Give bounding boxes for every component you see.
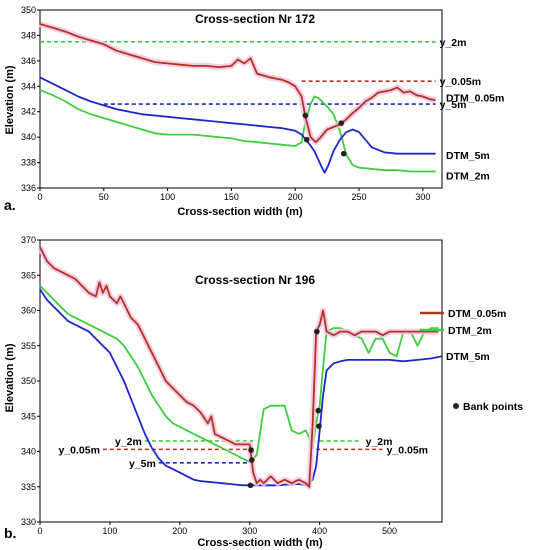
y-tick-label: 350 bbox=[21, 376, 36, 386]
series-label-dtm2: DTM_2m bbox=[446, 170, 490, 182]
panel-a: Cross-section Nr 172 a. Cross-section wi… bbox=[4, 5, 504, 218]
panel-b: Cross-section Nr 196 b. Cross-section wi… bbox=[4, 235, 523, 549]
legend-label-dtm2: DTM_2m bbox=[448, 325, 492, 337]
bank-point bbox=[316, 423, 322, 429]
reference-label-y_2m: y_2m bbox=[115, 436, 142, 448]
panel-a-bank-points bbox=[302, 112, 347, 157]
panel-b-label: b. bbox=[4, 525, 16, 541]
panel-b-ylabel: Elevation (m) bbox=[4, 343, 16, 412]
x-tick-label: 100 bbox=[160, 192, 175, 202]
panel-b-axes: 0 100 200 300 400 500 330 335 340 345 350 355 360 365… bbox=[21, 235, 397, 536]
reference-label-y_2m: y_2m bbox=[440, 37, 467, 49]
x-tick-label: 300 bbox=[415, 192, 430, 202]
y-tick-label: 335 bbox=[21, 482, 36, 492]
y-tick-label: 342 bbox=[21, 107, 36, 117]
reference-label-y_2m: y_2m bbox=[366, 436, 393, 448]
panel-a-plot-frame bbox=[39, 9, 443, 189]
bank-point bbox=[340, 150, 347, 157]
y-tick-label: 346 bbox=[21, 56, 36, 66]
panel-a-axes: 0 50 100 150 200 250 300 336 338 340 342 344 346 348 3… bbox=[21, 5, 430, 202]
x-tick-label: 0 bbox=[37, 192, 42, 202]
panel-a-xlabel: Cross-section width (m) bbox=[177, 206, 303, 218]
legend-label-bank: Bank points bbox=[463, 401, 523, 413]
y-tick-label: 340 bbox=[21, 447, 36, 457]
y-tick-label: 360 bbox=[21, 306, 36, 316]
y-tick-label: 336 bbox=[21, 183, 36, 193]
panel-b-series bbox=[37, 245, 443, 490]
reference-label-y_005m: y_0.05m bbox=[387, 444, 428, 456]
panel-b-bank-points bbox=[247, 328, 322, 489]
bank-point bbox=[248, 447, 254, 453]
y-tick-label: 344 bbox=[21, 81, 36, 91]
panel-b-legend: DTM_0.05m DTM_2m DTM_5m Bank points bbox=[420, 308, 523, 413]
series-label-dtm5: DTM_5m bbox=[446, 150, 490, 162]
panel-a-label: a. bbox=[4, 197, 16, 213]
series-line-dtm5 bbox=[39, 288, 443, 487]
y-tick-label: 350 bbox=[21, 5, 36, 15]
x-tick-label: 0 bbox=[37, 526, 42, 536]
bank-point bbox=[247, 482, 254, 489]
panel-a-title: Cross-section Nr 172 bbox=[195, 12, 315, 26]
x-tick-label: 400 bbox=[312, 526, 327, 536]
y-tick-label: 355 bbox=[21, 341, 36, 351]
bank-point bbox=[315, 407, 322, 414]
x-tick-label: 250 bbox=[352, 192, 367, 202]
panel-a-series-labels: DTM_0.05m DTM_5m DTM_2m bbox=[446, 93, 504, 183]
y-tick-label: 340 bbox=[21, 132, 36, 142]
series-line-dtm2 bbox=[39, 89, 436, 173]
panel-a-reference-lines: y_2m y_0.05m y_5m bbox=[40, 37, 481, 111]
bank-point bbox=[314, 328, 320, 335]
y-tick-label: 338 bbox=[21, 158, 36, 168]
legend-label-dtm005: DTM_0.05m bbox=[448, 308, 506, 320]
panel-b-xlabel: Cross-section width (m) bbox=[197, 537, 323, 549]
panel-a-ylabel: Elevation (m) bbox=[4, 65, 16, 134]
series-label-dtm005: DTM_0.05m bbox=[446, 93, 504, 105]
series-line-dtm005 bbox=[39, 23, 436, 144]
x-tick-label: 100 bbox=[102, 526, 117, 536]
bank-point bbox=[302, 112, 309, 119]
reference-label-y_005m: y_0.05m bbox=[440, 76, 481, 88]
panel-b-title: Cross-section Nr 196 bbox=[195, 273, 315, 287]
reference-label-y_5m: y_5m bbox=[129, 458, 156, 470]
reference-label-y_5m: y_5m bbox=[440, 99, 467, 111]
x-tick-label: 500 bbox=[382, 526, 397, 536]
reference-label-y_005m: y_0.05m bbox=[58, 444, 99, 456]
bank-point bbox=[249, 457, 255, 463]
y-tick-label: 345 bbox=[21, 411, 36, 421]
y-tick-label: 330 bbox=[21, 517, 36, 527]
y-tick-label: 365 bbox=[21, 270, 36, 280]
bank-point bbox=[338, 120, 344, 126]
legend-label-dtm5: DTM_5m bbox=[446, 351, 490, 363]
series-line-dtm5 bbox=[39, 76, 436, 174]
bank-point bbox=[303, 136, 310, 143]
legend-swatch-bank bbox=[453, 403, 459, 409]
x-tick-label: 150 bbox=[224, 192, 239, 202]
x-tick-label: 200 bbox=[172, 526, 187, 536]
x-tick-label: 300 bbox=[242, 526, 257, 536]
x-tick-label: 200 bbox=[288, 192, 303, 202]
series-line-dtm005 bbox=[39, 246, 439, 488]
panel-a-series bbox=[39, 21, 437, 174]
y-tick-label: 348 bbox=[21, 30, 36, 40]
x-tick-label: 50 bbox=[99, 192, 109, 202]
y-tick-label: 370 bbox=[21, 235, 36, 245]
